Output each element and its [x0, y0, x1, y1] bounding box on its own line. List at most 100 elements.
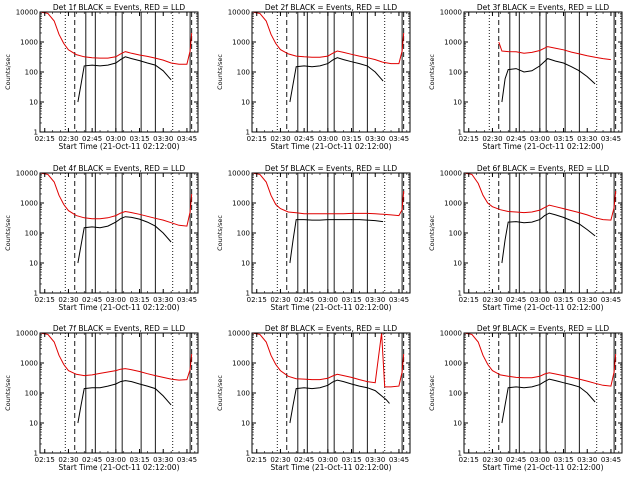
- x-tick-label: 02:15: [459, 135, 479, 143]
- x-axis-label: Start Time (21-Oct-11 02:12:00): [58, 303, 179, 312]
- x-tick-label: 02:30: [58, 135, 78, 143]
- y-tick-label: 10: [29, 260, 38, 268]
- panel-det-6: 1 10 100 1000 10000 02:15 02:30 02:45 03:00 03:15…: [428, 164, 623, 312]
- lld-series-line: [39, 11, 193, 65]
- x-tick-label: 03:15: [129, 296, 149, 304]
- y-tick-label: 1: [34, 129, 38, 137]
- x-tick-label: 03:45: [389, 296, 409, 304]
- panel-det-1: 1 10 100 1000 10000 02:15 02:30 02:45 03:00 03:15…: [4, 3, 199, 151]
- panel-title: Det 3f BLACK = Events, RED = LLD: [477, 3, 610, 12]
- x-tick-label: 03:00: [318, 135, 338, 143]
- y-tick-label: 1000: [20, 39, 38, 47]
- x-tick-label: 02:45: [506, 135, 526, 143]
- x-tick-label: 03:30: [365, 296, 385, 304]
- x-axis-label: Start Time (21-Oct-11 02:12:00): [270, 303, 391, 312]
- panel-title: Det 1f BLACK = Events, RED = LLD: [53, 3, 186, 12]
- y-tick-label: 1000: [20, 360, 38, 368]
- y-axis-label: Counts/sec: [216, 54, 224, 90]
- x-axis-label: Start Time (21-Oct-11 02:12:00): [58, 142, 179, 151]
- y-tick-label: 10: [453, 260, 462, 268]
- y-tick-label: 10000: [228, 9, 250, 17]
- y-tick-label: 10000: [16, 330, 38, 338]
- x-tick-label: 02:30: [270, 296, 290, 304]
- x-tick-label: 03:45: [177, 296, 197, 304]
- x-axis-label: Start Time (21-Oct-11 02:12:00): [482, 463, 603, 472]
- x-tick-label: 03:00: [530, 135, 550, 143]
- y-tick-label: 1000: [232, 200, 250, 208]
- y-tick-label: 100: [237, 390, 250, 398]
- y-tick-label: 10: [453, 420, 462, 428]
- x-tick-label: 02:15: [247, 296, 267, 304]
- x-tick-label: 03:00: [106, 456, 126, 464]
- panel-det-9: 1 10 100 1000 10000 02:15 02:30 02:45 03:00 03:15…: [428, 324, 623, 472]
- x-tick-label: 02:30: [270, 135, 290, 143]
- lld-series-line: [251, 172, 405, 217]
- plot-frame: [463, 172, 623, 294]
- x-axis-label: Start Time (21-Oct-11 02:12:00): [482, 142, 603, 151]
- x-tick-label: 02:15: [459, 456, 479, 464]
- panel-title: Det 4f BLACK = Events, RED = LLD: [53, 164, 186, 173]
- panel-title: Det 6f BLACK = Events, RED = LLD: [477, 164, 610, 173]
- y-tick-label: 1: [34, 450, 38, 458]
- events-series-line: [501, 378, 596, 424]
- plot-frame: [463, 332, 623, 454]
- y-tick-label: 10: [29, 99, 38, 107]
- y-axis-label: Counts/sec: [428, 215, 436, 251]
- panel-title: Det 7f BLACK = Events, RED = LLD: [53, 324, 186, 333]
- y-tick-label: 100: [449, 230, 462, 238]
- x-tick-label: 03:45: [601, 456, 621, 464]
- events-series-line: [289, 219, 384, 264]
- y-tick-label: 1: [246, 450, 250, 458]
- lld-series-line: [498, 41, 611, 61]
- y-tick-label: 10000: [440, 170, 462, 178]
- y-tick-label: 1: [246, 129, 250, 137]
- x-tick-label: 03:45: [389, 456, 409, 464]
- y-tick-label: 10000: [16, 170, 38, 178]
- x-tick-label: 03:15: [553, 456, 573, 464]
- events-series-line: [289, 57, 384, 103]
- x-tick-label: 03:15: [341, 296, 361, 304]
- panel-det-8: 1 10 100 1000 10000 02:15 02:30 02:45 03:00 03:15…: [216, 324, 411, 472]
- x-tick-label: 03:45: [601, 135, 621, 143]
- x-tick-label: 03:30: [577, 296, 597, 304]
- x-tick-label: 02:15: [459, 296, 479, 304]
- x-tick-label: 03:45: [601, 296, 621, 304]
- x-tick-label: 03:30: [577, 456, 597, 464]
- lld-series-line: [39, 172, 193, 227]
- plot-frame: [463, 11, 623, 133]
- x-tick-label: 03:45: [177, 456, 197, 464]
- x-axis-label: Start Time (21-Oct-11 02:12:00): [58, 463, 179, 472]
- panel-title: Det 8f BLACK = Events, RED = LLD: [265, 324, 398, 333]
- y-tick-label: 1000: [444, 360, 462, 368]
- y-tick-label: 10: [29, 420, 38, 428]
- x-tick-label: 03:00: [318, 296, 338, 304]
- events-series-line: [289, 379, 390, 424]
- x-tick-label: 03:00: [530, 296, 550, 304]
- x-axis-label: Start Time (21-Oct-11 02:12:00): [270, 142, 391, 151]
- y-axis-label: Counts/sec: [216, 375, 224, 411]
- x-tick-label: 03:00: [530, 456, 550, 464]
- x-tick-label: 02:30: [58, 456, 78, 464]
- x-tick-label: 02:45: [506, 296, 526, 304]
- x-tick-label: 02:45: [294, 456, 314, 464]
- x-tick-label: 02:45: [82, 296, 102, 304]
- x-tick-label: 03:15: [129, 135, 149, 143]
- x-tick-label: 02:15: [35, 456, 55, 464]
- y-tick-label: 1: [34, 290, 38, 298]
- y-tick-label: 10: [241, 260, 250, 268]
- y-tick-label: 10000: [228, 170, 250, 178]
- panel-title: Det 2f BLACK = Events, RED = LLD: [265, 3, 398, 12]
- lld-series-line: [463, 332, 617, 387]
- x-tick-label: 03:30: [365, 135, 385, 143]
- y-tick-label: 1000: [444, 39, 462, 47]
- y-axis-label: Counts/sec: [4, 215, 12, 251]
- y-tick-label: 100: [237, 69, 250, 77]
- x-tick-label: 02:45: [294, 296, 314, 304]
- y-tick-label: 100: [25, 230, 38, 238]
- plot-frame: [251, 332, 411, 454]
- x-tick-label: 03:30: [365, 456, 385, 464]
- x-tick-label: 03:45: [177, 135, 197, 143]
- y-tick-label: 1000: [444, 200, 462, 208]
